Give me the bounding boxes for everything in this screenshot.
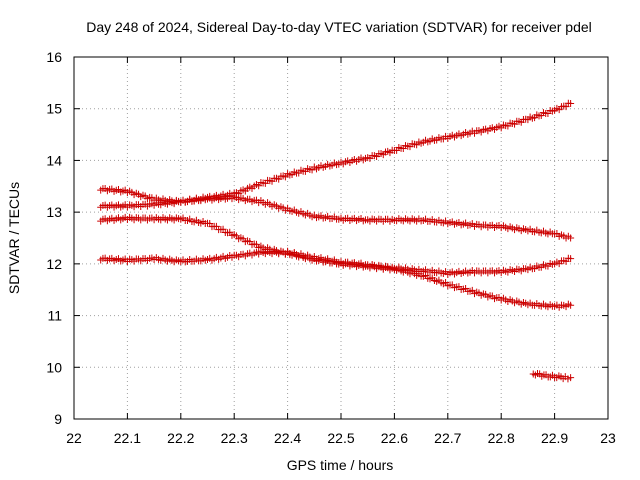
x-tick-label: 22.9 bbox=[541, 430, 568, 446]
y-tick-label: 14 bbox=[46, 152, 62, 168]
data-point-marker bbox=[567, 301, 575, 309]
x-tick-label: 22.3 bbox=[221, 430, 248, 446]
plot-frame bbox=[73, 56, 609, 420]
data-point-marker bbox=[567, 100, 575, 108]
y-tick-label: 15 bbox=[46, 101, 62, 117]
x-tick-label: 22.6 bbox=[381, 430, 408, 446]
x-tick-label: 22.1 bbox=[114, 430, 141, 446]
chart-title: Day 248 of 2024, Sidereal Day-to-day VTE… bbox=[86, 19, 592, 35]
x-tick-label: 22 bbox=[66, 430, 82, 446]
y-tick-label: 9 bbox=[54, 411, 62, 427]
series-track-2 bbox=[97, 193, 575, 242]
data-marks bbox=[97, 99, 575, 383]
series-track-4 bbox=[97, 247, 575, 278]
x-tick-label: 22.7 bbox=[434, 430, 461, 446]
x-axis-label: GPS time / hours bbox=[287, 457, 394, 473]
x-tick-label: 22.5 bbox=[327, 430, 354, 446]
y-tick-label: 16 bbox=[46, 49, 62, 65]
x-tick-label: 22.4 bbox=[274, 430, 301, 446]
y-tick-label: 11 bbox=[47, 308, 62, 324]
y-axis-label: SDTVAR / TECUs bbox=[6, 182, 22, 294]
y-tick-label: 13 bbox=[46, 204, 62, 220]
data-point-marker bbox=[567, 234, 575, 242]
x-tick-label: 22.8 bbox=[488, 430, 515, 446]
series-track-1 bbox=[97, 99, 575, 206]
data-point-marker bbox=[567, 255, 575, 263]
data-point-marker bbox=[567, 374, 575, 382]
x-tick-label: 22.2 bbox=[167, 430, 194, 446]
grid bbox=[74, 57, 608, 419]
x-tick-label: 23 bbox=[600, 430, 616, 446]
axis-ticks: 22 22.1 22.2 22.3 22.4 22.5 22.6 22.7 22.8 22.9 23… bbox=[46, 49, 616, 446]
y-tick-label: 12 bbox=[46, 256, 62, 272]
y-tick-label: 10 bbox=[46, 359, 62, 375]
series-track-5 bbox=[529, 369, 575, 383]
